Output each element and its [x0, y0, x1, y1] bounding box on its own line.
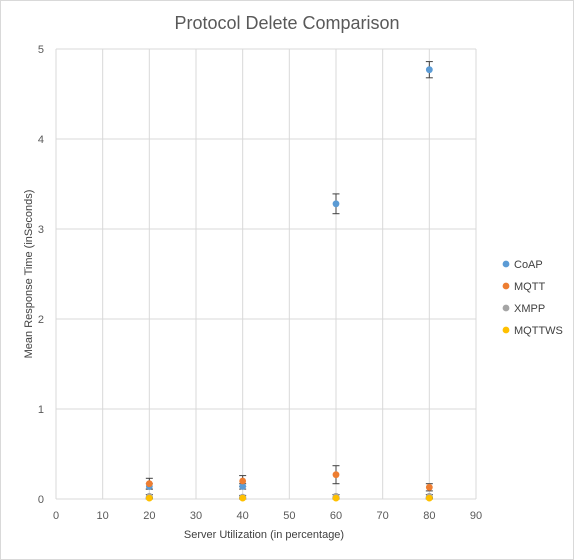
x-axis-label: Server Utilization (in percentage) [184, 529, 344, 541]
y-tick-label: 4 [38, 134, 44, 146]
legend-marker-mqttws [502, 326, 510, 334]
point-mqttws [145, 494, 153, 502]
x-tick-label: 10 [97, 510, 109, 522]
legend-marker-coap [502, 260, 510, 268]
y-tick-label: 2 [38, 314, 44, 326]
x-tick-label: 60 [330, 510, 342, 522]
point-coap [425, 66, 433, 74]
legend-marker-mqtt [502, 282, 510, 290]
x-tick-label: 20 [143, 510, 155, 522]
x-tick-label: 70 [377, 510, 389, 522]
x-tick-label: 40 [237, 510, 249, 522]
x-tick-label: 90 [470, 510, 482, 522]
point-mqttws [425, 494, 433, 502]
y-tick-label: 3 [38, 224, 44, 236]
legend-marker-xmpp [502, 304, 510, 312]
y-tick-label: 5 [38, 44, 44, 56]
point-coap [332, 200, 340, 208]
x-tick-label: 30 [190, 510, 202, 522]
gridlines [55, 48, 477, 500]
y-tick-label: 1 [38, 404, 44, 416]
y-axis-label: Mean Response Time (inSeconds) [23, 190, 35, 359]
legend-label-mqttws: MQTTWS [514, 325, 563, 337]
legend-label-xmpp: XMPP [514, 303, 545, 315]
point-mqtt [239, 477, 247, 485]
x-tick-label: 80 [423, 510, 435, 522]
legend-label-mqtt: MQTT [514, 281, 545, 293]
legend: CoAP MQTT XMPP MQTTWS [502, 259, 563, 337]
x-tick-label: 0 [53, 510, 59, 522]
point-mqtt [332, 471, 340, 479]
chart-title: Protocol Delete Comparison [174, 13, 399, 33]
point-mqtt [145, 480, 153, 488]
y-tick-label: 0 [38, 494, 44, 506]
data-points [145, 66, 433, 502]
point-mqtt [425, 483, 433, 491]
x-tick-label: 50 [283, 510, 295, 522]
point-coap [239, 483, 247, 490]
point-mqttws [332, 494, 340, 502]
legend-label-coap: CoAP [514, 259, 543, 271]
point-mqttws [239, 494, 247, 502]
